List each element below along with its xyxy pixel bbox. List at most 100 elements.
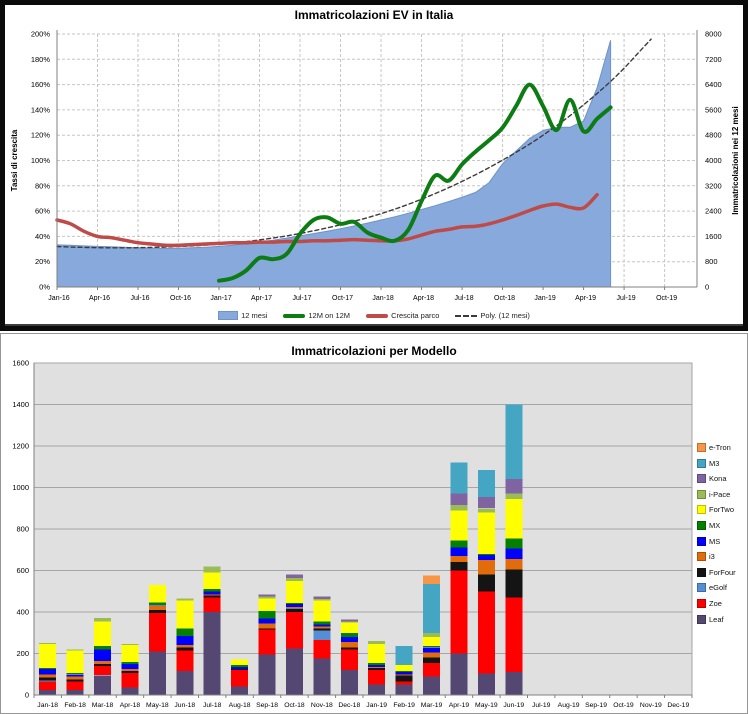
series-crescita-parco [55, 192, 599, 248]
svg-text:3200: 3200 [705, 181, 722, 190]
bar-segment-ForFour [258, 628, 276, 630]
legend-item-MS: MS [697, 536, 736, 546]
svg-text:0: 0 [25, 691, 29, 700]
bar-segment-i3 [368, 667, 386, 668]
top-chart-panel: Immatricolazioni EV in Italia 0% 0 20% 800 4… [0, 0, 748, 331]
bar-segment-i-Pace [340, 621, 358, 623]
bar-segment-Leaf [395, 684, 413, 695]
legend-label: i3 [709, 552, 715, 562]
bar-segment-Leaf [477, 673, 495, 695]
svg-text:May-18: May-18 [146, 702, 169, 709]
legend-item-eGolf: eGolf [697, 583, 736, 593]
bottom-gridlines [34, 362, 692, 654]
legend-label: i-Pace [709, 489, 731, 499]
bar-segment-MX [450, 540, 468, 548]
bar-segment-Zoe [450, 570, 468, 654]
bar-segment-ForTwo [286, 581, 303, 603]
bar-segment-Zoe [368, 670, 386, 685]
bar-segment-i3 [450, 556, 468, 563]
legend-item-Kona: Kona [697, 474, 736, 484]
svg-text:Jan-16: Jan-16 [48, 295, 70, 302]
svg-text:Aug-18: Aug-18 [229, 702, 251, 709]
bar-segment-MS [450, 547, 468, 556]
bar-segment-ForTwo [176, 600, 194, 629]
bar-segment-i-Pace [477, 508, 495, 513]
svg-text:May-19: May-19 [475, 702, 498, 709]
svg-text:Mar-19: Mar-19 [421, 702, 443, 709]
bar-segment-i3 [313, 626, 331, 629]
legend-item-ForTwo: ForTwo [697, 505, 736, 515]
svg-text:Oct-19: Oct-19 [613, 702, 634, 709]
bar-segment-MS [286, 603, 303, 608]
bar-segment-ForFour [148, 609, 166, 613]
bar-segment-Leaf [39, 689, 57, 695]
legend-item-crescita-parco: Crescita parco [366, 311, 439, 320]
bar-segment-MX [286, 602, 303, 604]
bar-segment-i-Pace [121, 644, 139, 646]
svg-text:Sep-18: Sep-18 [256, 702, 278, 709]
svg-text:Feb-19: Feb-19 [393, 702, 415, 709]
bar-segment-ForFour [477, 574, 495, 592]
bar-segment-Leaf [148, 651, 166, 695]
svg-text:4800: 4800 [705, 131, 722, 140]
bar-segment-ForFour [505, 569, 523, 598]
bar-segment-i-Pace [423, 632, 440, 637]
bar-segment-Zoe [313, 640, 331, 659]
svg-text:60%: 60% [35, 207, 50, 216]
bar-segment-MX [231, 664, 249, 667]
bar-segment-eGolf [313, 630, 331, 640]
svg-text:Jun-19: Jun-19 [503, 702, 524, 709]
bar-segment-ForTwo [203, 572, 221, 590]
svg-text:160%: 160% [31, 80, 51, 89]
bar-segment-MX [423, 646, 440, 648]
dashed-line-swatch-icon [455, 314, 478, 317]
legend-label: M3 [709, 458, 720, 468]
bar-segment-i-Pace [286, 578, 303, 582]
top-chart-legend: 12 mesi 12M on 12M Crescita parco Poly. … [0, 311, 748, 320]
bar-segment-MS [176, 635, 194, 646]
bar-segment-i-Pace [313, 598, 331, 601]
right-axis-title: Immatricolazioni nei 12 mesi [731, 106, 740, 214]
legend-item-ForFour: ForFour [697, 567, 736, 577]
bar-segment-MX [505, 538, 523, 549]
svg-text:0%: 0% [39, 283, 50, 292]
bar-segment-ForFour [94, 663, 111, 666]
bar-segment-M3 [505, 404, 523, 480]
bar-segment-Leaf [66, 689, 84, 695]
svg-text:Oct-18: Oct-18 [284, 702, 305, 709]
bar-segment-ForFour [395, 675, 413, 682]
top-chart-plot: 0% 0 20% 800 40% 1600 60% 2400 80% 3200 100% 4000 12… [10, 30, 740, 303]
bar-segment-M3 [395, 646, 413, 665]
bottom-axes [33, 363, 693, 698]
svg-text:180%: 180% [31, 55, 51, 64]
bar-segment-MX [176, 628, 194, 636]
bottom-axis-labels: 0 200 400 600 800 1000 1200 1400 1600 Jan-18 Feb-1… [12, 359, 689, 710]
legend-label: Poly. (12 mesi) [480, 311, 530, 320]
bar-segment-ForTwo [231, 659, 249, 665]
bar-segment-MX [395, 671, 413, 673]
ForFour-swatch-icon [697, 567, 706, 577]
svg-text:Jun-18: Jun-18 [174, 702, 195, 709]
legend-label: Leaf [709, 614, 724, 624]
bar-segment-MX [258, 611, 276, 619]
bar-segment-ForFour [66, 679, 84, 682]
bar-segment-ForFour [313, 628, 331, 631]
bar-segment-ForTwo [368, 644, 386, 663]
svg-text:Jan-19: Jan-19 [534, 295, 556, 302]
Zoe-swatch-icon [697, 598, 706, 608]
bar-segment-i-Pace [203, 566, 221, 573]
svg-text:Jul-16: Jul-16 [130, 295, 149, 302]
bar-segment-MX [203, 589, 221, 592]
bar-segment-ForFour [121, 671, 139, 674]
bar-segment-Leaf [368, 684, 386, 695]
bar-segment-Leaf [231, 686, 249, 695]
svg-text:800: 800 [705, 257, 718, 266]
svg-text:200: 200 [16, 649, 29, 658]
bar-segment-MX [477, 553, 495, 555]
bar-segment-Leaf [258, 654, 276, 695]
bar-segment-i-Pace [368, 641, 386, 645]
bar-segment-i3 [94, 660, 111, 664]
legend-item-MX: MX [697, 520, 736, 530]
svg-text:Jul-18: Jul-18 [203, 702, 222, 709]
bar-segment-MS [340, 636, 358, 643]
